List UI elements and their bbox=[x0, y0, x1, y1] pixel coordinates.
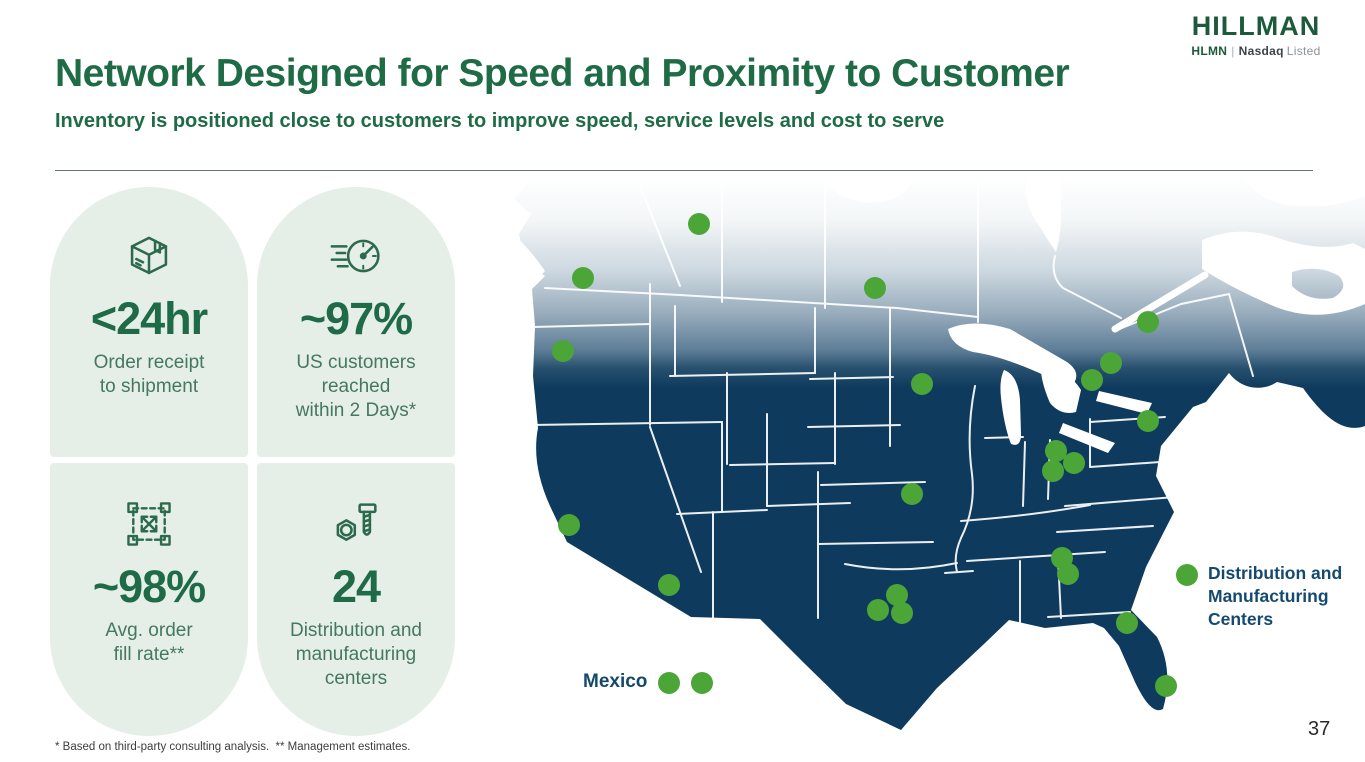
border-line bbox=[1022, 441, 1026, 507]
distribution-center-marker bbox=[688, 213, 710, 235]
distribution-center-marker bbox=[1155, 675, 1177, 697]
border-line bbox=[530, 421, 723, 426]
border-line bbox=[960, 504, 1091, 522]
border-line bbox=[944, 570, 974, 574]
border-line bbox=[1064, 496, 1176, 507]
logo-tagline: HLMN | Nasdaq Listed bbox=[1180, 44, 1332, 58]
stat-value: <24hr bbox=[90, 293, 208, 344]
distribution-center-marker bbox=[1137, 311, 1159, 333]
border-line bbox=[676, 509, 768, 515]
ticker-label: HLMN bbox=[1191, 44, 1228, 58]
page-title: Network Designed for Speed and Proximity… bbox=[55, 52, 1070, 95]
border-line bbox=[729, 462, 836, 466]
stat-label: Order receipt to shipment bbox=[93, 352, 205, 397]
border-line bbox=[1056, 525, 1154, 533]
listed-label: Listed bbox=[1286, 44, 1321, 58]
distribution-center-marker bbox=[1042, 460, 1064, 482]
stat-card-reach: ~97% US customers reached within 2 Days* bbox=[257, 187, 455, 457]
border-line bbox=[807, 424, 901, 428]
tagline-separator: | bbox=[1231, 44, 1235, 58]
border-line bbox=[844, 562, 958, 571]
border-line bbox=[532, 323, 651, 328]
stat-card-fill-rate: ~98% Avg. order fill rate** bbox=[50, 463, 248, 736]
hillman-wordmark: HILLMAN bbox=[1191, 11, 1321, 41]
distribution-center-marker bbox=[1057, 563, 1079, 585]
stat-card-order-speed: <24hr Order receipt to shipment bbox=[50, 187, 248, 457]
border-line bbox=[1228, 293, 1254, 377]
distribution-center-marker bbox=[1081, 369, 1103, 391]
package-icon bbox=[120, 225, 178, 287]
state-borders bbox=[530, 175, 1254, 624]
hillman-logo: HILLMAN HLMN | Nasdaq Listed bbox=[1180, 11, 1332, 59]
distribution-center-marker bbox=[658, 672, 680, 694]
distribution-center-marker bbox=[1137, 410, 1159, 432]
distribution-center-marker bbox=[864, 277, 886, 299]
page-subtitle: Inventory is positioned close to custome… bbox=[55, 110, 945, 132]
border-line bbox=[1047, 611, 1131, 618]
distribution-center-marker bbox=[1063, 452, 1085, 474]
mexico-label: Mexico bbox=[583, 671, 648, 692]
north-america-map bbox=[505, 175, 1365, 740]
border-line bbox=[954, 385, 976, 573]
st-lawrence-river bbox=[1111, 271, 1209, 333]
stat-label: Distribution and manufacturing centers bbox=[289, 620, 423, 689]
stat-label: US customers reached within 2 Days* bbox=[295, 352, 417, 421]
distribution-center-marker bbox=[1116, 612, 1138, 634]
distribution-center-marker bbox=[558, 514, 580, 536]
header-divider bbox=[55, 170, 1313, 171]
stat-card-centers: 24 Distribution and manufacturing center… bbox=[257, 463, 455, 736]
border-line bbox=[1052, 255, 1122, 319]
distribution-center-marker bbox=[911, 373, 933, 395]
distribution-center-marker bbox=[1100, 352, 1122, 374]
border-line bbox=[669, 372, 816, 377]
distribution-center-marker bbox=[1045, 440, 1067, 462]
us-map-svg bbox=[505, 175, 1365, 730]
nut-and-bolt-icon bbox=[327, 493, 385, 555]
stat-value: ~98% bbox=[92, 561, 206, 612]
legend-marker-dot bbox=[1176, 564, 1198, 586]
border-line bbox=[544, 287, 979, 318]
distribution-center-marker bbox=[572, 267, 594, 289]
distribution-center-marker bbox=[891, 602, 913, 624]
distribution-center-marker bbox=[901, 483, 923, 505]
footnote: * Based on third-party consulting analys… bbox=[55, 741, 411, 753]
border-line bbox=[649, 426, 702, 573]
border-line bbox=[820, 481, 926, 486]
legend-label: Distribution and Manufacturing Centers bbox=[1208, 563, 1343, 629]
expand-arrows-icon bbox=[120, 493, 178, 555]
map-markers bbox=[552, 213, 1177, 697]
exchange-label: Nasdaq bbox=[1238, 44, 1284, 58]
map-legend: Distribution and Manufacturing Centers bbox=[1176, 562, 1356, 630]
speeding-clock-icon bbox=[327, 225, 385, 287]
stat-value: 24 bbox=[331, 561, 381, 612]
border-line bbox=[637, 180, 681, 287]
border-line bbox=[984, 436, 1024, 439]
nova-scotia bbox=[1292, 268, 1344, 299]
border-line bbox=[966, 551, 1106, 562]
stat-label: Avg. order fill rate** bbox=[105, 620, 193, 665]
border-line bbox=[766, 502, 851, 507]
distribution-center-marker bbox=[867, 599, 889, 621]
border-line bbox=[817, 541, 934, 545]
distribution-center-marker bbox=[658, 574, 680, 596]
distribution-center-marker bbox=[691, 672, 713, 694]
stat-value: ~97% bbox=[299, 293, 413, 344]
border-line bbox=[1089, 461, 1161, 468]
border-line bbox=[809, 376, 894, 380]
distribution-center-marker bbox=[886, 584, 908, 606]
distribution-center-marker bbox=[552, 340, 574, 362]
page-number: 37 bbox=[1308, 718, 1331, 740]
